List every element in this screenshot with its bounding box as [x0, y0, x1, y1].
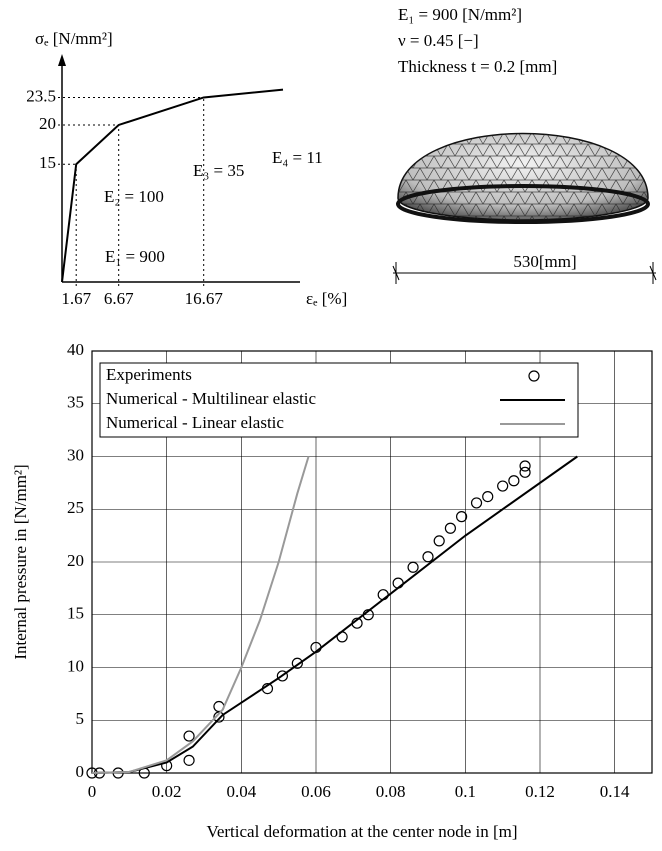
data-point	[184, 755, 194, 765]
x-tick-label: 16.67	[185, 289, 224, 308]
dimension-label: 530[mm]	[513, 252, 576, 271]
y-axis-arrow	[58, 54, 66, 66]
figure: 530[mm] E₁ = 900 [N/mm²] ν = 0.45 [−] Th…	[0, 0, 662, 851]
y-axis-label: σₑ [N/mm²]	[35, 29, 113, 48]
parameter: Thickness t = 0.2 [mm]	[398, 57, 557, 76]
x-tick-label: 0.02	[152, 782, 182, 801]
legend-label: Experiments	[106, 365, 192, 384]
parameter: E₁ = 900 [N/mm²]	[398, 5, 522, 24]
data-point	[472, 498, 482, 508]
data-point	[498, 481, 508, 491]
x-tick-label: 1.67	[61, 289, 91, 308]
parameter: ν = 0.45 [−]	[398, 31, 479, 50]
x-tick-label: 0.04	[226, 782, 256, 801]
y-tick-label: 23.5	[26, 86, 56, 105]
y-axis-label: Internal pressure in [N/mm²]	[11, 464, 30, 659]
x-tick-label: 0.14	[600, 782, 630, 801]
y-tick-label: 15	[39, 153, 56, 172]
x-tick-label: 0	[88, 782, 97, 801]
x-axis-label: εₑ [%]	[306, 289, 347, 308]
x-tick-label: 6.67	[104, 289, 134, 308]
curve	[62, 90, 283, 282]
annotation: E₃ = 35	[193, 161, 244, 180]
annotation: E₂ = 100	[104, 187, 164, 206]
data-point	[483, 492, 493, 502]
x-tick-label: 0.08	[376, 782, 406, 801]
data-point	[509, 476, 519, 486]
data-point	[445, 523, 455, 533]
data-point	[408, 562, 418, 572]
annotation: E₄ = 11	[272, 148, 323, 167]
y-tick-label: 20	[39, 114, 56, 133]
y-tick-label: 0	[76, 762, 85, 781]
x-tick-label: 0.12	[525, 782, 555, 801]
y-tick-label: 10	[67, 656, 84, 675]
y-tick-label: 5	[76, 709, 85, 728]
y-tick-label: 40	[67, 340, 84, 359]
y-tick-label: 20	[67, 551, 84, 570]
legend-label: Numerical - Multilinear elastic	[106, 389, 317, 408]
x-tick-label: 0.1	[455, 782, 476, 801]
legend-label: Numerical - Linear elastic	[106, 413, 284, 432]
annotation: E₁ = 900	[105, 247, 165, 266]
data-point	[520, 461, 530, 471]
y-tick-label: 25	[67, 498, 84, 517]
x-axis-label: Vertical deformation at the center node …	[206, 822, 517, 841]
dome-drawing	[398, 134, 648, 223]
data-point	[434, 536, 444, 546]
data-point	[423, 552, 433, 562]
data-point	[184, 731, 194, 741]
y-tick-label: 15	[67, 604, 84, 623]
y-tick-label: 30	[67, 445, 84, 464]
x-tick-label: 0.06	[301, 782, 331, 801]
y-tick-label: 35	[67, 393, 84, 412]
